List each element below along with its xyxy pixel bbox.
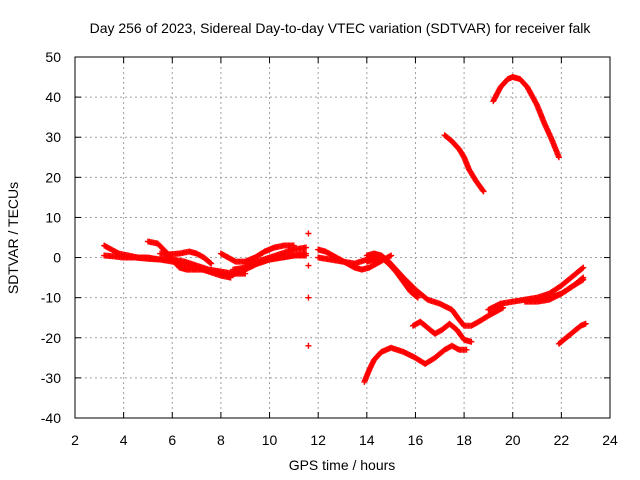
y-tick-label: 0 bbox=[53, 250, 61, 266]
data-point bbox=[305, 262, 312, 269]
y-tick-label: -40 bbox=[41, 410, 61, 426]
x-tick-label: 18 bbox=[456, 432, 472, 448]
chart-title: Day 256 of 2023, Sidereal Day-to-day VTE… bbox=[90, 20, 592, 36]
x-tick-label: 22 bbox=[554, 432, 570, 448]
series-arc-l bbox=[363, 254, 421, 301]
x-tick-label: 16 bbox=[408, 432, 424, 448]
data-point bbox=[479, 187, 486, 194]
data-point bbox=[580, 276, 587, 283]
data-point bbox=[580, 264, 587, 271]
data-point bbox=[480, 188, 487, 195]
data-point bbox=[303, 250, 310, 257]
data-point bbox=[555, 154, 562, 161]
series-arc-o bbox=[441, 132, 487, 195]
data-point bbox=[413, 293, 420, 300]
series-arc-p bbox=[490, 74, 562, 161]
data-marks bbox=[101, 74, 589, 385]
plot-frame bbox=[74, 56, 611, 419]
x-axis-label: GPS time / hours bbox=[289, 457, 396, 473]
x-tick-label: 8 bbox=[217, 432, 225, 448]
data-point bbox=[579, 265, 586, 272]
axis-ticks: 2 4 6 8 10 12 14 16 18 20 22 24-40-30-20-1001020304… bbox=[41, 49, 618, 448]
y-axis-label: SDTVAR / TECUs bbox=[5, 182, 21, 294]
data-point bbox=[463, 346, 470, 353]
series-arc-t bbox=[555, 320, 589, 347]
x-tick-label: 24 bbox=[602, 432, 618, 448]
data-point bbox=[305, 342, 312, 349]
y-tick-label: 40 bbox=[45, 89, 61, 105]
data-point bbox=[582, 320, 589, 327]
series-arc-s bbox=[534, 276, 587, 303]
grid-lines bbox=[75, 57, 610, 418]
x-tick-label: 6 bbox=[168, 432, 176, 448]
data-point bbox=[305, 294, 312, 301]
data-point bbox=[388, 252, 395, 259]
y-tick-label: -10 bbox=[41, 290, 61, 306]
x-tick-label: 4 bbox=[120, 432, 128, 448]
series-arc-n bbox=[410, 318, 475, 345]
data-point bbox=[414, 294, 421, 301]
data-point bbox=[468, 338, 475, 345]
y-tick-label: -30 bbox=[41, 370, 61, 386]
x-tick-label: 12 bbox=[310, 432, 326, 448]
series-arc-m bbox=[361, 342, 470, 385]
data-point bbox=[207, 259, 214, 266]
x-tick-label: 20 bbox=[505, 432, 521, 448]
x-tick-label: 14 bbox=[359, 432, 375, 448]
data-point bbox=[303, 244, 310, 251]
series-arc-d bbox=[157, 248, 215, 267]
x-tick-label: 10 bbox=[262, 432, 278, 448]
y-tick-label: 10 bbox=[45, 209, 61, 225]
data-point bbox=[208, 268, 215, 275]
y-tick-label: 20 bbox=[45, 169, 61, 185]
data-point bbox=[208, 260, 215, 267]
y-tick-label: 30 bbox=[45, 129, 61, 145]
x-tick-label: 2 bbox=[71, 432, 79, 448]
series-outliers bbox=[305, 230, 312, 349]
series-arc-h bbox=[242, 244, 310, 267]
y-tick-label: 50 bbox=[45, 49, 61, 65]
data-point bbox=[305, 230, 312, 237]
y-tick-label: -20 bbox=[41, 330, 61, 346]
data-point bbox=[579, 277, 586, 284]
